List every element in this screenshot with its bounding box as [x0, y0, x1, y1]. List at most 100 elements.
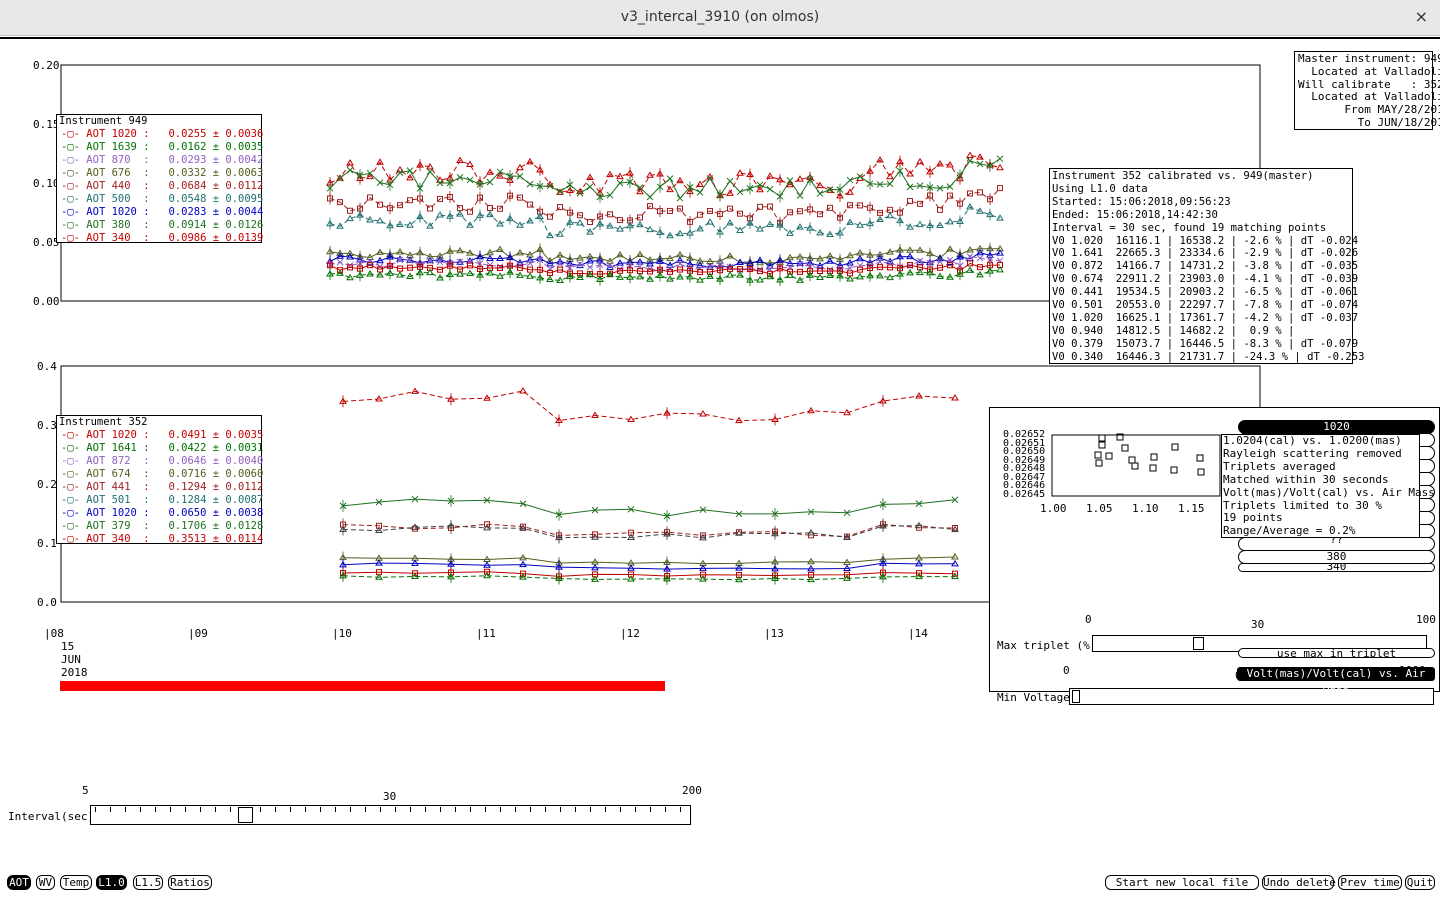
top-data-point[interactable] [876, 181, 884, 188]
top-data-point[interactable] [346, 273, 354, 281]
popup-data-point[interactable] [1149, 464, 1157, 472]
top-data-point[interactable] [516, 163, 524, 171]
top-data-point[interactable] [996, 249, 1004, 256]
top-data-point[interactable] [346, 253, 354, 260]
top-data-point[interactable] [336, 252, 344, 259]
top-data-point[interactable] [916, 268, 924, 276]
top-data-point[interactable] [767, 203, 773, 210]
top-data-point[interactable] [787, 268, 793, 275]
top-data-point[interactable] [816, 190, 824, 197]
top-data-point[interactable] [796, 276, 804, 283]
top-data-point[interactable] [726, 271, 734, 278]
top-data-point[interactable] [346, 159, 354, 166]
top-data-point[interactable] [467, 262, 473, 269]
wavelength-1020-button[interactable]: 1020 [1238, 420, 1435, 434]
top-data-point[interactable] [766, 272, 774, 280]
top-data-point[interactable] [496, 272, 504, 279]
mode-wv-button[interactable]: WV [36, 875, 55, 890]
top-data-point[interactable] [727, 205, 733, 212]
top-data-point[interactable] [706, 175, 714, 182]
top-data-point[interactable] [906, 183, 914, 191]
top-data-point[interactable] [346, 166, 354, 174]
top-data-point[interactable] [916, 257, 924, 265]
top-data-point[interactable] [636, 258, 644, 265]
top-data-point[interactable] [907, 198, 913, 205]
popup-data-point[interactable] [1171, 443, 1179, 451]
top-data-point[interactable] [856, 254, 864, 262]
top-data-point[interactable] [946, 256, 954, 264]
top-data-point[interactable] [947, 262, 953, 269]
top-data-point[interactable] [576, 189, 584, 197]
bottom-data-point[interactable] [700, 571, 706, 578]
top-data-point[interactable] [646, 193, 654, 201]
bottom-data-point[interactable] [735, 529, 743, 536]
top-data-point[interactable] [676, 194, 684, 202]
top-data-point[interactable] [427, 205, 433, 212]
top-data-point[interactable] [406, 256, 414, 263]
top-data-point[interactable] [817, 211, 823, 218]
top-data-point[interactable] [397, 202, 403, 209]
top-data-point[interactable] [496, 172, 504, 179]
top-data-point[interactable] [916, 220, 924, 228]
top-data-point[interactable] [636, 250, 644, 258]
top-data-point[interactable] [426, 257, 434, 265]
top-data-point[interactable] [796, 223, 804, 230]
top-data-point[interactable] [756, 225, 764, 232]
top-data-point[interactable] [966, 157, 974, 165]
top-data-point[interactable] [787, 209, 793, 216]
popup-data-point[interactable] [1197, 468, 1205, 476]
bottom-data-point[interactable] [735, 575, 743, 583]
top-data-point[interactable] [587, 218, 593, 225]
bottom-data-point[interactable] [519, 524, 527, 531]
top-data-point[interactable] [616, 225, 624, 232]
top-data-point[interactable] [516, 248, 524, 256]
bottom-data-point[interactable] [519, 560, 527, 568]
use-max-in-triplet-button[interactable]: use max in triplet [1238, 648, 1435, 658]
top-data-point[interactable] [706, 218, 714, 225]
top-data-point[interactable] [546, 259, 554, 267]
top-data-point[interactable] [756, 181, 764, 189]
bottom-data-point[interactable] [591, 411, 599, 418]
top-data-point[interactable] [407, 264, 413, 271]
bottom-data-point[interactable] [411, 559, 419, 566]
action-start-new-local-file-button[interactable]: Start new local file [1105, 875, 1259, 890]
top-data-point[interactable] [996, 155, 1004, 163]
top-data-point[interactable] [666, 175, 674, 183]
top-data-point[interactable] [367, 194, 373, 201]
top-data-point[interactable] [826, 230, 834, 237]
top-data-point[interactable] [706, 272, 714, 279]
top-data-point[interactable] [406, 173, 414, 181]
bottom-data-point[interactable] [519, 387, 527, 394]
top-data-point[interactable] [677, 205, 683, 212]
top-data-point[interactable] [936, 221, 944, 228]
top-data-point[interactable] [946, 161, 954, 168]
bottom-data-point[interactable] [951, 559, 959, 567]
popup-data-point[interactable] [1116, 433, 1124, 441]
top-data-point[interactable] [756, 185, 764, 193]
top-data-point[interactable] [436, 258, 444, 266]
top-data-point[interactable] [846, 275, 854, 282]
top-data-point[interactable] [826, 271, 834, 279]
top-data-point[interactable] [606, 191, 614, 199]
top-data-point[interactable] [876, 258, 884, 266]
bottom-data-point[interactable] [699, 506, 707, 514]
top-data-point[interactable] [576, 219, 584, 226]
top-data-point[interactable] [376, 216, 384, 224]
top-data-point[interactable] [547, 213, 553, 220]
bottom-data-point[interactable] [843, 558, 851, 565]
top-data-point[interactable] [436, 176, 444, 183]
top-data-point[interactable] [916, 182, 924, 190]
top-data-point[interactable] [556, 251, 564, 258]
top-data-point[interactable] [616, 273, 624, 280]
top-data-point[interactable] [676, 256, 684, 263]
top-data-point[interactable] [406, 167, 414, 175]
top-data-point[interactable] [586, 263, 594, 271]
top-data-point[interactable] [546, 256, 554, 264]
bottom-data-point[interactable] [951, 572, 959, 580]
bottom-data-point[interactable] [520, 570, 526, 577]
top-data-point[interactable] [696, 261, 704, 268]
top-data-point[interactable] [676, 229, 684, 237]
top-data-point[interactable] [546, 182, 554, 190]
top-data-point[interactable] [937, 264, 943, 271]
top-data-point[interactable] [666, 185, 674, 193]
